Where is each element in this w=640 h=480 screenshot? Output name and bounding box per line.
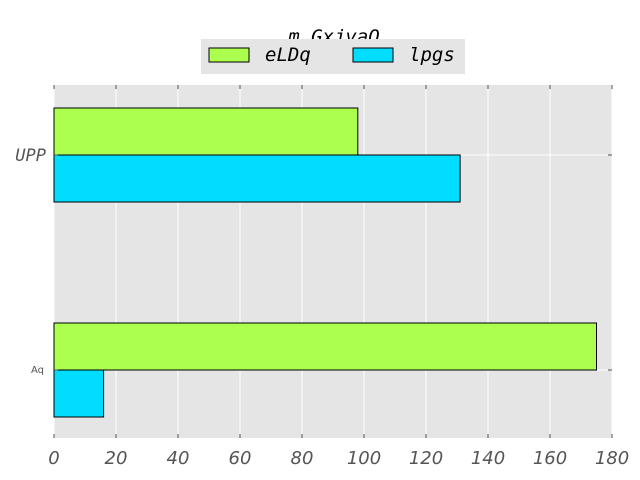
x-tick-label: 0 bbox=[48, 448, 59, 469]
x-tick-label: 140 bbox=[471, 448, 505, 469]
legend-label: lpgs bbox=[409, 44, 455, 66]
axis-ticks bbox=[53, 85, 613, 438]
x-tick-label: 20 bbox=[105, 448, 128, 469]
x-tick-label: 40 bbox=[167, 448, 190, 469]
x-tick-label: 100 bbox=[347, 448, 381, 469]
x-tick-labels: 0 20 40 60 80 100 120 140 160 180 bbox=[48, 448, 629, 469]
bar-eLDq-Aq bbox=[53, 322, 597, 371]
x-tick-label: 80 bbox=[291, 448, 314, 469]
y-tick-labels: UPP Aq bbox=[15, 146, 46, 376]
legend-label: eLDq bbox=[265, 44, 311, 66]
x-tick-label: 120 bbox=[409, 448, 443, 469]
y-tick-label: Aq bbox=[31, 365, 44, 376]
x-tick-label: 160 bbox=[533, 448, 567, 469]
legend: eLDq lpgs bbox=[201, 39, 465, 74]
legend-swatch bbox=[208, 47, 250, 63]
bars bbox=[53, 107, 597, 418]
bar-lpgs-UPP bbox=[53, 154, 461, 203]
legend-swatch bbox=[352, 47, 394, 63]
x-tick-label: 180 bbox=[595, 448, 629, 469]
bar-eLDq-UPP bbox=[53, 107, 359, 156]
bar-lpgs-Aq bbox=[53, 369, 105, 418]
y-tick-label: UPP bbox=[15, 146, 46, 166]
x-tick-label: 60 bbox=[229, 448, 252, 469]
plot-area: 0 20 40 60 80 100 120 140 160 180 UPP Aq bbox=[15, 85, 629, 469]
